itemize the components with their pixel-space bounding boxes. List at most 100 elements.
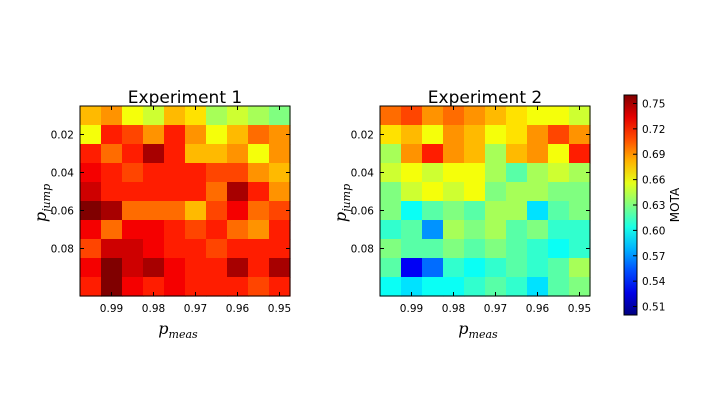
- heatmap-cell: [143, 163, 165, 183]
- heatmap-cell: [569, 163, 591, 183]
- x-axis-label-subscript: meas: [469, 328, 498, 341]
- heatmap-cell: [269, 163, 291, 183]
- colorbar-tick-label: 0.69: [642, 149, 665, 161]
- heatmap-cell: [464, 125, 486, 145]
- heatmap-cell: [269, 277, 291, 297]
- heatmap-cell: [269, 106, 291, 126]
- heatmap-cell: [143, 106, 165, 126]
- heatmap-cell: [80, 277, 102, 297]
- heatmap-cell: [422, 258, 444, 278]
- heatmap-cell: [122, 220, 144, 240]
- plot-frame: [79, 105, 291, 297]
- heatmap-cell: [143, 182, 165, 202]
- heatmap-cell: [164, 125, 186, 145]
- heatmap-cell: [506, 277, 528, 297]
- heatmap-cell: [569, 239, 591, 259]
- heatmap-cell: [101, 182, 123, 202]
- heatmap-cell: [227, 201, 249, 221]
- y-tick-label: 0.08: [351, 244, 374, 256]
- heatmap-cell: [248, 182, 270, 202]
- heatmap-cell: [527, 277, 549, 297]
- heatmap-cell: [422, 125, 444, 145]
- heatmap-cell: [485, 258, 507, 278]
- heatmap-cell: [527, 144, 549, 164]
- heatmap-cell: [401, 239, 423, 259]
- heatmap-cell: [269, 201, 291, 221]
- heatmap-cell: [101, 201, 123, 221]
- y-axis-label-subscript: jump: [340, 184, 353, 215]
- heatmap-cell: [248, 277, 270, 297]
- y-axis-label-base: p: [31, 212, 50, 222]
- heatmap-cell: [464, 201, 486, 221]
- heatmap-cell: [422, 144, 444, 164]
- heatmap-cell: [164, 106, 186, 126]
- x-tick-label: 0.95: [568, 303, 591, 315]
- heatmap-cell: [380, 277, 402, 297]
- heatmap-cell: [569, 220, 591, 240]
- y-tick-label: 0.06: [351, 206, 375, 218]
- heatmap-cell: [485, 220, 507, 240]
- y-tick-labels: 0.02 0.04 0.06 0.08: [351, 130, 590, 256]
- heatmap-cell: [443, 163, 465, 183]
- x-axis-label-base: p: [158, 319, 168, 338]
- heatmap-cell: [422, 106, 444, 126]
- heatmap-cell: [548, 258, 570, 278]
- heatmap-cell: [443, 258, 465, 278]
- x-tick-label: 0.99: [400, 303, 423, 315]
- heatmap-cell: [122, 125, 144, 145]
- heatmap-cell: [569, 125, 591, 145]
- heatmap-cell: [569, 258, 591, 278]
- heatmap-cell: [443, 220, 465, 240]
- heatmap-cell: [506, 201, 528, 221]
- x-tick-label: 0.97: [184, 303, 207, 315]
- heatmap-cell: [164, 163, 186, 183]
- heatmap-cell: [527, 163, 549, 183]
- heatmap-cell: [464, 258, 486, 278]
- heatmap-cell: [269, 239, 291, 259]
- heatmap-cell: [101, 144, 123, 164]
- y-tick-label: 0.04: [351, 168, 375, 180]
- heatmap-cell: [227, 125, 249, 145]
- heatmap-cell: [185, 125, 207, 145]
- heatmap-cell: [206, 163, 228, 183]
- heatmap-cell: [380, 106, 402, 126]
- heatmap-cell: [485, 277, 507, 297]
- heatmap-cell: [464, 106, 486, 126]
- heatmap-cell: [401, 277, 423, 297]
- heatmap-cell: [485, 163, 507, 183]
- heatmap-cell: [485, 106, 507, 126]
- heatmap-cell: [269, 258, 291, 278]
- heatmap-cell: [464, 182, 486, 202]
- heatmap-cell: [548, 125, 570, 145]
- heatmap-cell: [569, 277, 591, 297]
- heatmap-cell: [248, 239, 270, 259]
- heatmap-cell: [506, 258, 528, 278]
- heatmap-cell: [401, 125, 423, 145]
- heatmap-cell: [248, 258, 270, 278]
- heatmap-cell: [506, 182, 528, 202]
- heatmap-cell: [122, 258, 144, 278]
- heatmap-cell: [227, 182, 249, 202]
- colorbar-label: MOTA: [668, 187, 682, 222]
- heatmap-cell: [164, 220, 186, 240]
- heatmap-cell: [80, 182, 102, 202]
- x-tick-label: 0.98: [442, 303, 465, 315]
- heatmap-cell: [227, 144, 249, 164]
- heatmap-cell: [422, 201, 444, 221]
- heatmap-cell: [122, 163, 144, 183]
- heatmap-cell: [248, 163, 270, 183]
- heatmap-cell: [101, 239, 123, 259]
- colorbar-tick-label: 0.72: [642, 124, 665, 136]
- heatmap-cell: [80, 125, 102, 145]
- heatmap-cell: [443, 106, 465, 126]
- heatmap-cell: [464, 220, 486, 240]
- heatmap-panel-experiment-1: Experiment 1 0.99 0.98 0.97 0.96 0.95 0.020.…: [31, 88, 291, 341]
- heatmap-cell: [185, 106, 207, 126]
- heatmap-cell: [401, 144, 423, 164]
- heatmap-cell: [422, 239, 444, 259]
- heatmap-cell: [401, 201, 423, 221]
- heatmap-cell: [443, 201, 465, 221]
- colorbar: 0.75 0.72 0.69 0.66 0.63 0.60 0.57 0.54 0.51 MOT…: [623, 94, 682, 316]
- heatmap-cell: [185, 182, 207, 202]
- x-tick-label: 0.98: [142, 303, 165, 315]
